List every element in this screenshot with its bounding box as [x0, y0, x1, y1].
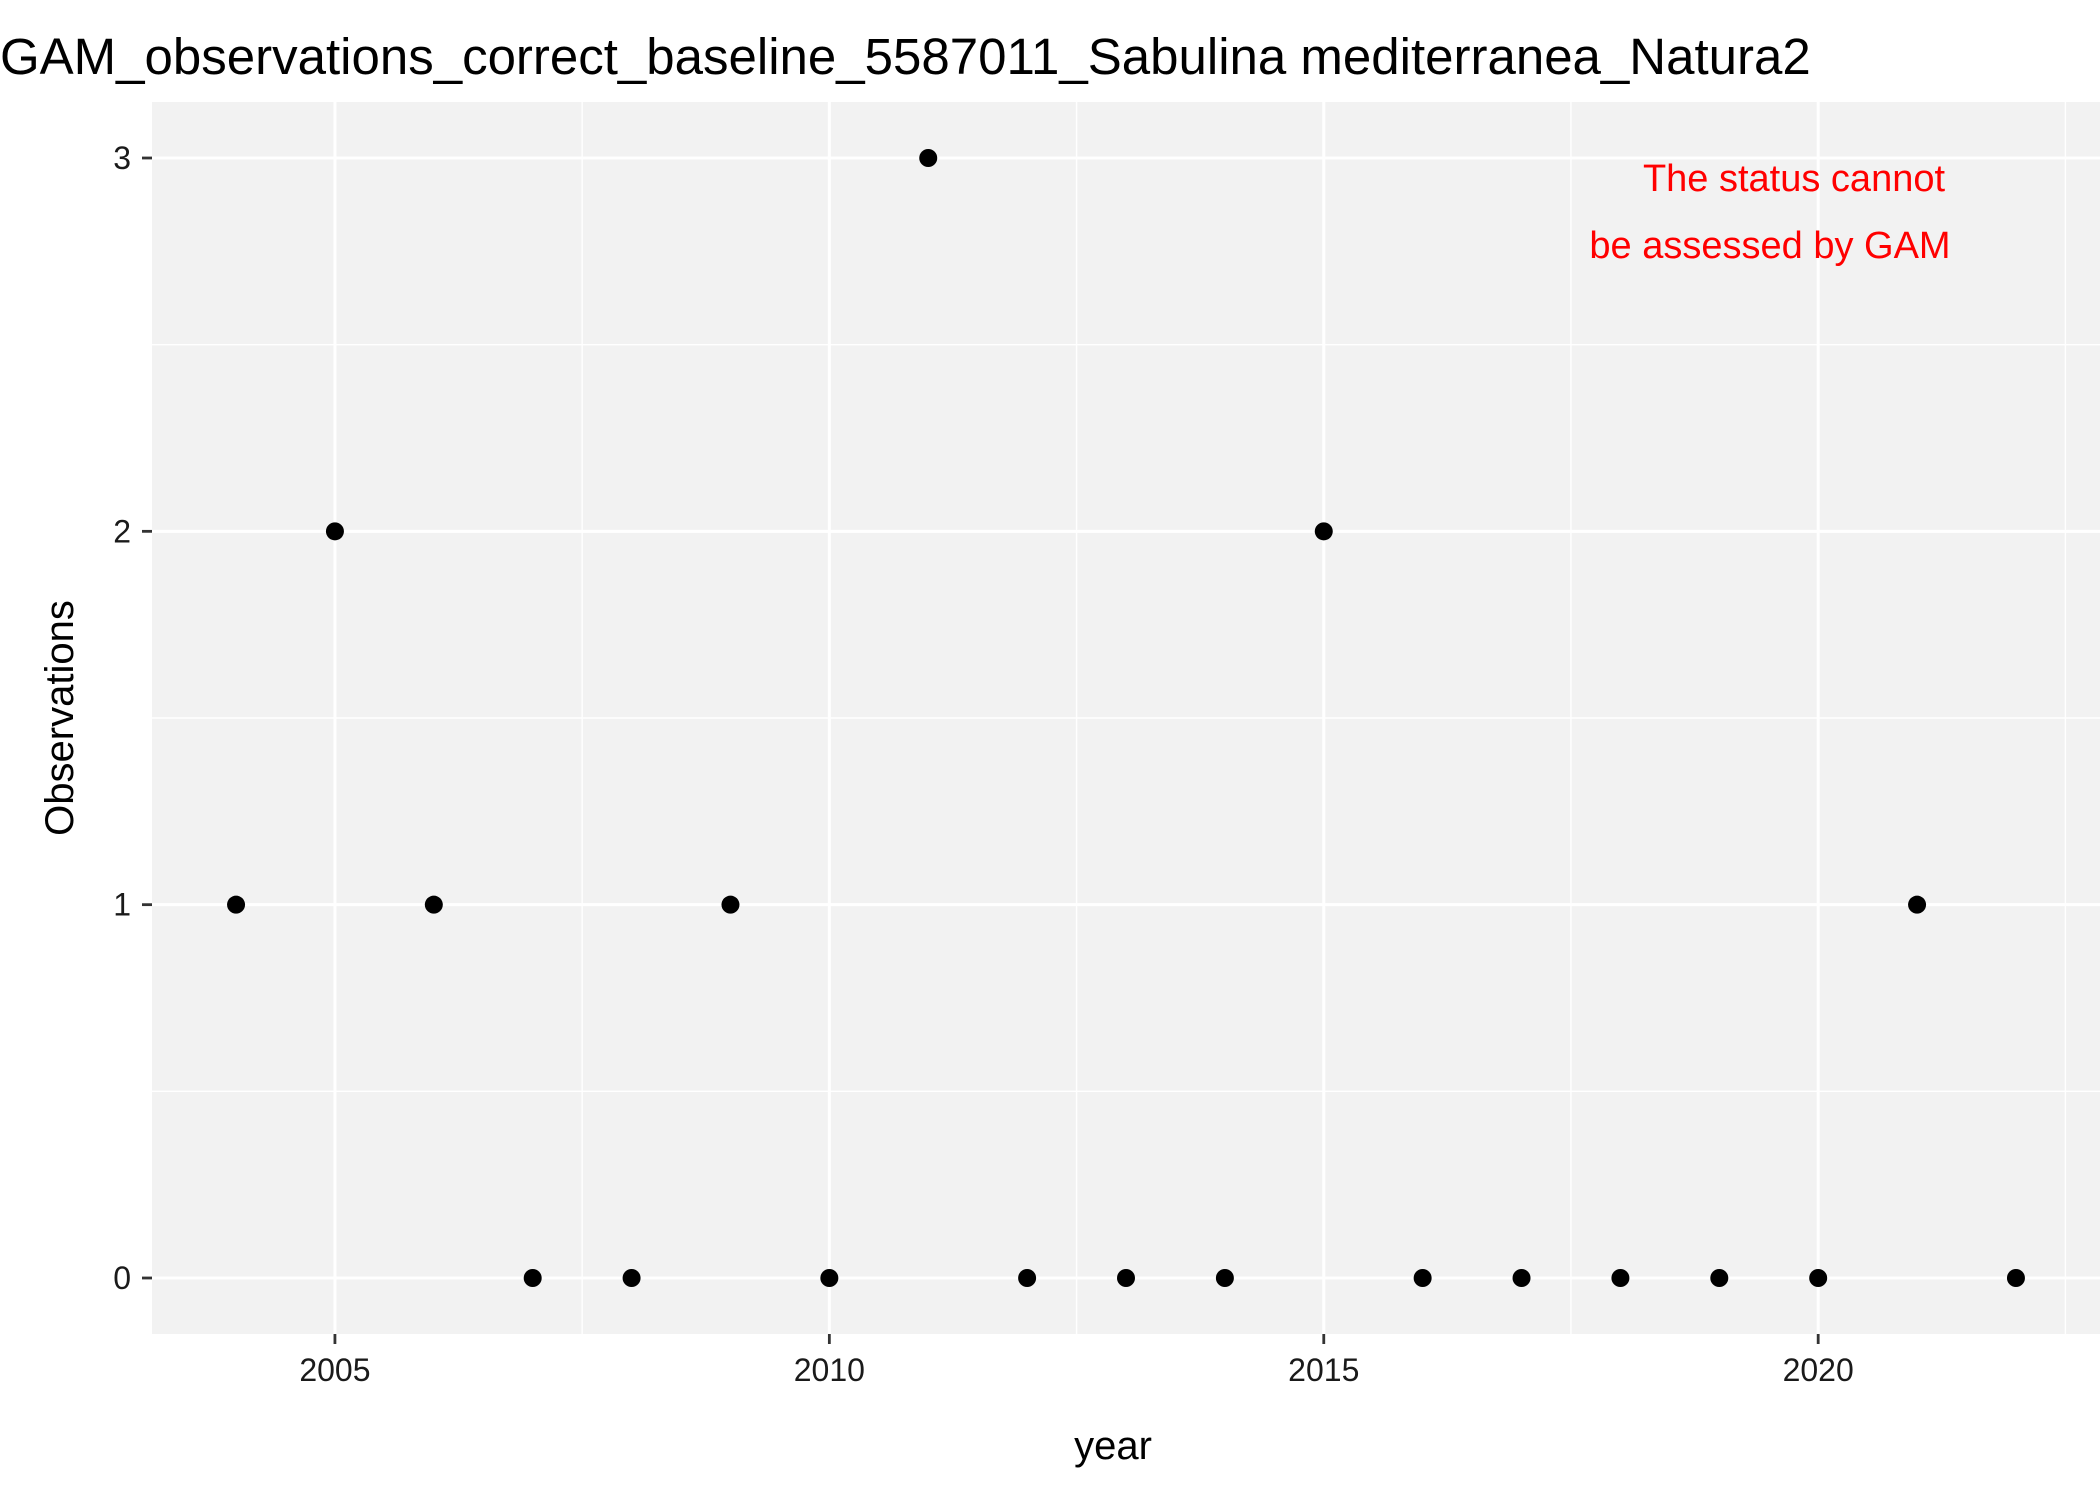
data-point	[523, 1269, 542, 1287]
status-annotation: The status cannot be assessed by GAM	[1589, 158, 1950, 267]
data-point	[1512, 1269, 1531, 1287]
data-point	[325, 522, 344, 541]
gridlines	[152, 102, 2100, 1334]
data-point	[1018, 1269, 1037, 1287]
data-point	[1611, 1269, 1630, 1287]
data-point	[919, 149, 938, 167]
annotation-line-1: The status cannot	[1643, 158, 1946, 200]
y-tick-label: 2	[113, 513, 131, 549]
y-tick-label: 3	[113, 140, 131, 176]
data-point	[1908, 895, 1927, 914]
data-points	[227, 149, 2025, 1287]
y-axis-title: Observations	[38, 600, 82, 836]
axis-ticks: 2005 2010 2015 2020 0 1 2 3	[113, 140, 1854, 1388]
y-tick-label: 1	[113, 887, 131, 923]
data-point	[1314, 522, 1333, 541]
x-tick-label: 2010	[794, 1352, 865, 1388]
data-point	[1215, 1269, 1234, 1287]
chart-title: GAM_observations_correct_baseline_558701…	[0, 28, 1811, 85]
annotation-line-2: be assessed by GAM	[1589, 225, 1950, 267]
data-point	[2006, 1269, 2025, 1287]
data-point	[1710, 1269, 1729, 1287]
x-axis-title: year	[1074, 1424, 1152, 1468]
x-tick-label: 2020	[1783, 1352, 1854, 1388]
data-point	[227, 895, 246, 914]
data-point	[721, 895, 740, 914]
data-point	[820, 1269, 839, 1287]
data-point	[424, 895, 443, 914]
x-tick-label: 2005	[299, 1352, 370, 1388]
data-point	[1809, 1269, 1828, 1287]
data-point	[622, 1269, 641, 1287]
data-point	[1117, 1269, 1135, 1287]
data-point	[1413, 1269, 1432, 1287]
y-tick-label: 0	[113, 1260, 131, 1296]
x-tick-label: 2015	[1288, 1352, 1359, 1388]
